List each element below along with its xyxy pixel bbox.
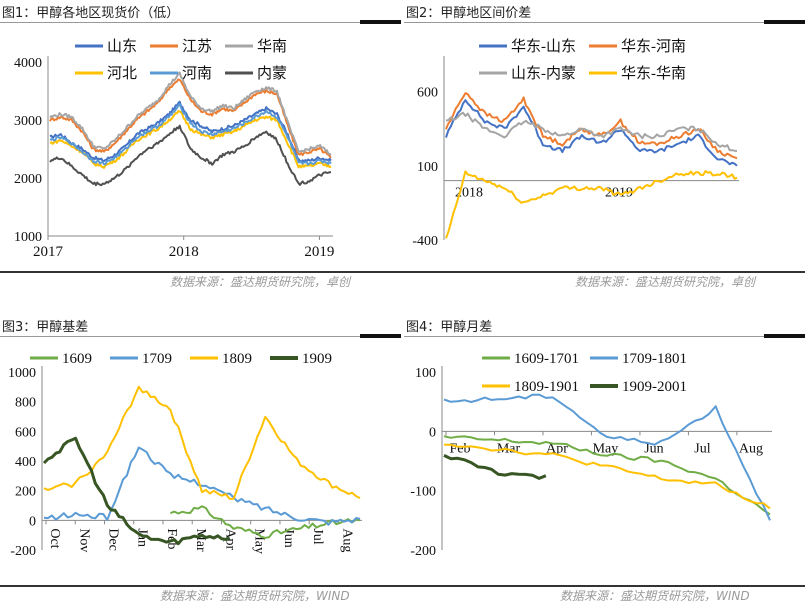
series-line — [443, 454, 547, 480]
y-tick-label: 600 — [417, 86, 438, 101]
title-rule-accent — [764, 334, 805, 338]
y-tick-label: 0 — [429, 425, 436, 440]
series-line — [49, 124, 331, 187]
series-line — [43, 385, 361, 500]
chart3-title: 图3：甲醇基差 — [2, 320, 89, 335]
chart2-title: 图2：甲醇地区间价差 — [406, 6, 532, 21]
title-rule — [404, 22, 805, 23]
series-line — [42, 436, 231, 546]
legend-label: 1909-2001 — [622, 379, 687, 395]
title-rule — [0, 22, 401, 23]
y-tick-label: -200 — [410, 544, 436, 559]
x-tick-label: Nov — [76, 528, 91, 552]
legend-label: 河北 — [107, 65, 137, 82]
title-rule-accent — [360, 334, 401, 338]
legend-label: 1809 — [222, 351, 252, 367]
x-tick-label: May — [593, 441, 619, 456]
y-tick-label: 400 — [15, 455, 36, 470]
title-rule — [0, 336, 401, 337]
chart1-title: 图1：甲醇各地区现货价（低） — [2, 6, 180, 21]
legend-label: 1609-1701 — [514, 351, 579, 367]
y-tick-label: 800 — [15, 396, 36, 411]
series-line — [170, 505, 361, 539]
series-line — [49, 103, 332, 166]
series-line — [49, 71, 332, 156]
series-line — [445, 99, 738, 167]
y-tick-label: 100 — [417, 160, 438, 175]
legend-label: 内蒙 — [257, 65, 287, 82]
y-tick-label: 600 — [15, 425, 36, 440]
legend-label: 华东-山东 — [511, 38, 576, 55]
legend-label: 河南 — [182, 65, 212, 82]
x-tick-label: Mar — [193, 528, 208, 552]
y-tick-label: 100 — [415, 366, 436, 381]
legend-label: 江苏 — [182, 38, 212, 55]
legend-label: 1709 — [142, 351, 172, 367]
series-line — [443, 435, 771, 516]
series-line — [443, 393, 771, 521]
x-tick-label: 2017 — [33, 244, 64, 260]
legend-label: 华东-华南 — [621, 65, 686, 82]
y-tick-label: 3000 — [14, 114, 42, 129]
legend-label: 1809-1901 — [514, 379, 579, 395]
legend-label: 山东-内蒙 — [511, 65, 576, 82]
x-tick-label: Feb — [450, 441, 471, 456]
y-tick-label: 200 — [15, 485, 36, 500]
y-tick-label: 0 — [29, 514, 36, 529]
y-tick-label: 1000 — [14, 230, 42, 245]
source-note-4: 数据来源：盛达期货研究院，WIND — [560, 589, 750, 603]
series-line — [443, 443, 771, 510]
source-note-3: 数据来源：盛达期货研究院，WIND — [160, 589, 350, 603]
chart4-title: 图4：甲醇月差 — [406, 320, 493, 335]
title-rule-accent — [360, 20, 401, 24]
y-tick-label: -200 — [10, 544, 36, 559]
title-rule-accent — [764, 20, 805, 24]
title-rule — [404, 336, 805, 337]
x-tick-label: Aug — [339, 528, 354, 552]
series-line — [445, 111, 738, 152]
legend-label: 1609 — [62, 351, 92, 367]
x-tick-label: 2019 — [304, 244, 334, 260]
panel-separator — [0, 271, 805, 273]
x-tick-label: Jun — [644, 441, 663, 456]
legend-label: 山东 — [107, 38, 137, 55]
y-tick-label: 4000 — [14, 56, 42, 71]
y-tick-label: -100 — [410, 485, 436, 500]
source-note-1: 数据来源：盛达期货研究院，卓创 — [170, 275, 351, 289]
x-tick-label: May — [252, 528, 267, 554]
x-tick-label: Dec — [105, 528, 120, 551]
x-tick-label: Jul — [694, 441, 710, 456]
x-tick-label: 2018 — [455, 186, 483, 201]
legend-label: 华南 — [257, 38, 287, 55]
y-tick-label: 2000 — [14, 172, 42, 187]
y-tick-label: 1000 — [8, 366, 36, 381]
legend-label: 1709-1801 — [622, 351, 687, 367]
legend-label: 华东-河南 — [621, 38, 686, 55]
x-tick-label: Aug — [739, 441, 763, 456]
legend-label: 1909 — [302, 351, 332, 367]
y-tick-label: -400 — [412, 234, 438, 249]
x-tick-label: 2018 — [169, 244, 199, 260]
x-tick-label: Jul — [310, 528, 325, 544]
series-line — [43, 446, 361, 526]
x-tick-label: Feb — [164, 528, 179, 549]
x-tick-label: Oct — [47, 528, 62, 548]
source-note-2: 数据来源：盛达期货研究院，卓创 — [575, 275, 756, 289]
x-tick-label: Jun — [281, 528, 296, 547]
series-line — [445, 170, 738, 239]
panel-separator — [0, 585, 805, 587]
series-line — [49, 110, 332, 169]
